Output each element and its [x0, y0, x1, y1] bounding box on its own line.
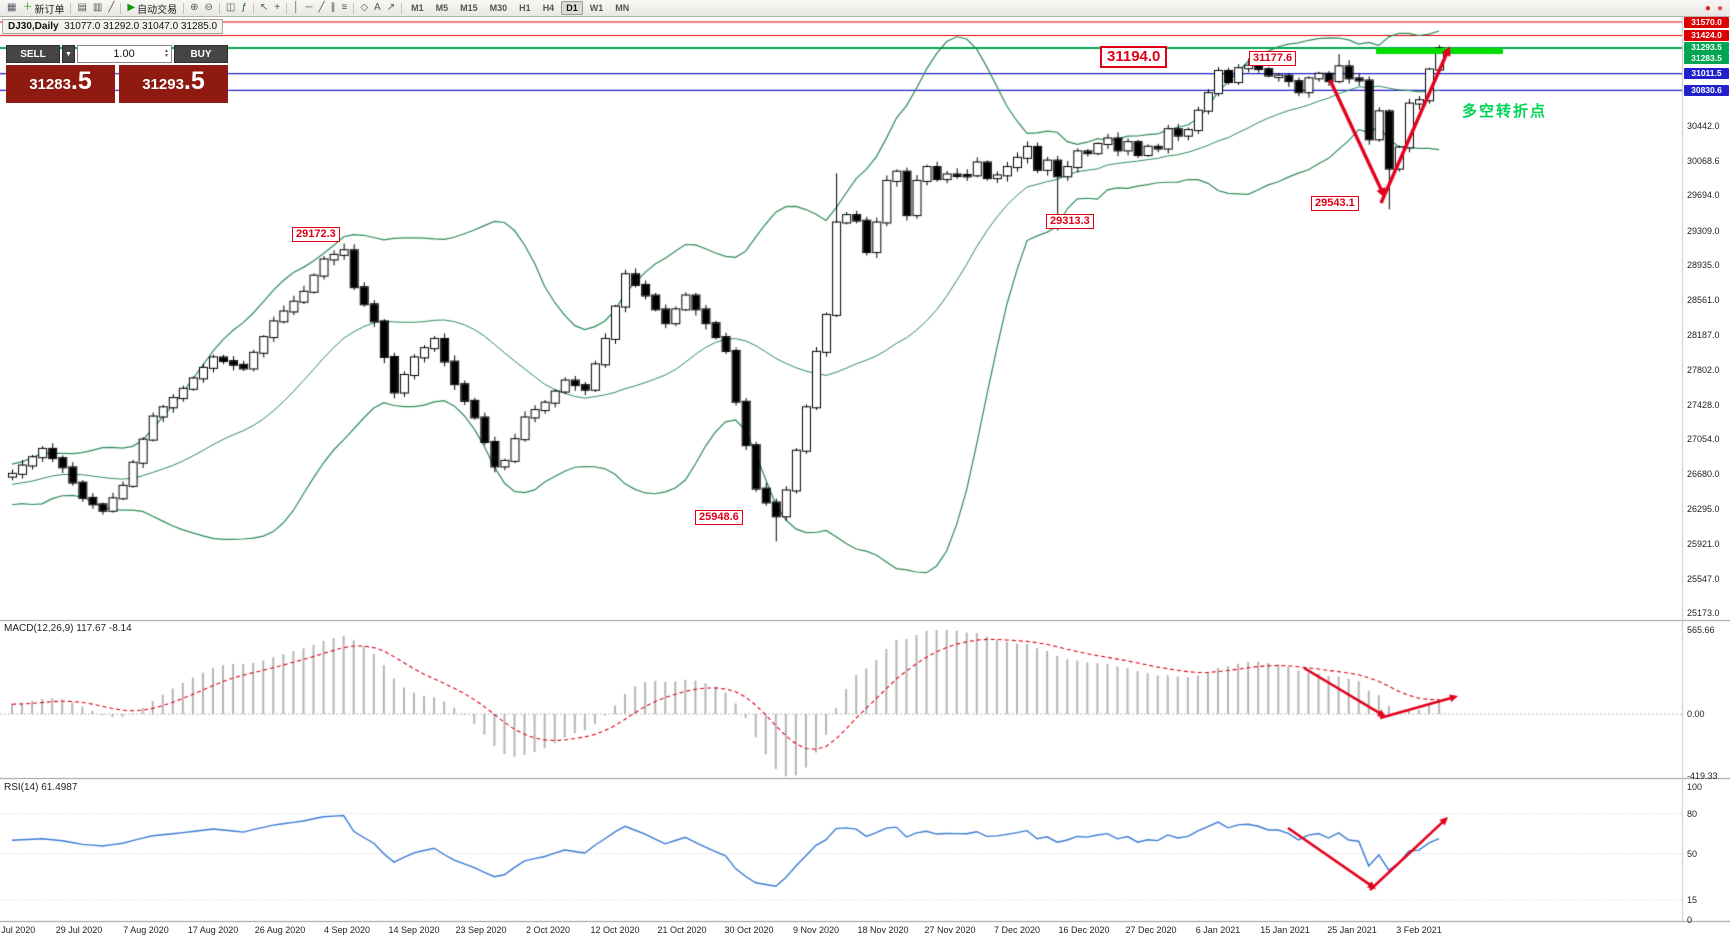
toolbar-separator — [218, 2, 220, 14]
toolbar-separator — [252, 2, 254, 14]
sell-price-display[interactable]: 31283.5 — [6, 65, 115, 103]
timeframe-m15[interactable]: M15 — [460, 3, 478, 13]
volume-stepper[interactable]: ▲ ▼ — [164, 49, 169, 59]
timeframe-h1[interactable]: H1 — [519, 3, 531, 13]
timeframe-m5[interactable]: M5 — [435, 3, 449, 13]
fibonacci-icon[interactable]: ≡ — [341, 2, 348, 13]
timeframe-group: M1 M5 M15 M30 H1 H4 D1 W1 MN — [405, 1, 635, 15]
sell-price-frac: .5 — [70, 67, 92, 95]
new-chart-icon[interactable]: ▦ — [7, 2, 17, 13]
buy-price-display[interactable]: 31293.5 — [119, 65, 228, 103]
zoom-out-icon[interactable]: ⊖ — [204, 2, 213, 13]
toolbar-separator — [286, 2, 288, 14]
chart-symbol-tab[interactable]: DJ30,Daily 31077.0 31292.0 31047.0 31285… — [2, 19, 224, 34]
symbol-name: DJ30,Daily — [8, 21, 59, 32]
connection-status-icon: ● — [1704, 2, 1711, 14]
toolbar-separator — [353, 2, 355, 14]
horizontal-line-icon[interactable]: ─ — [305, 2, 313, 13]
trendline-icon[interactable]: ╱ — [318, 2, 325, 13]
timeframe-m1[interactable]: M1 — [411, 3, 424, 13]
tile-windows-icon[interactable]: ◫ — [225, 2, 236, 13]
bar-chart-icon[interactable]: ▤ — [77, 2, 87, 13]
channel-icon[interactable]: ∥ — [330, 2, 336, 13]
timeframe-w1[interactable]: W1 — [589, 3, 604, 13]
order-dropdown-button[interactable]: ▼ — [62, 45, 75, 63]
buy-price-main: 31293 — [142, 76, 184, 93]
ohlc-readout: 31077.0 31292.0 31047.0 31285.0 — [64, 21, 218, 32]
toolbar-separator — [401, 2, 403, 14]
toolbar-tools-group: ▦ ＋新订单 ▤ ▥ ╱ ▶ 自动交易 ⊕ ⊖ ◫ ƒ ↖ + │ ─ ╱ ∥ ≡ ◇ A ↗ — [4, 1, 398, 16]
vertical-line-icon[interactable]: │ — [293, 2, 300, 13]
zoom-in-icon[interactable]: ⊕ — [190, 2, 199, 13]
toolbar-separator — [120, 2, 122, 14]
sell-price-main: 31283 — [29, 76, 71, 93]
new-order-button[interactable]: ＋新订单 — [22, 2, 65, 16]
buy-button[interactable]: BUY — [174, 45, 228, 63]
macd-indicator-label: MACD(12,26,9) 117.67 -8.14 — [4, 623, 132, 634]
buy-price-frac: .5 — [183, 67, 205, 95]
status-icons-group: ● ● — [1702, 1, 1726, 16]
line-chart-icon[interactable]: ╱ — [108, 2, 115, 13]
volume-input[interactable]: 1.00 ▲ ▼ — [77, 45, 172, 63]
sell-button[interactable]: SELL — [6, 45, 60, 63]
crosshair-icon[interactable]: + — [274, 2, 281, 13]
timeframe-mn[interactable]: MN — [615, 3, 630, 13]
candle-chart-icon[interactable]: ▥ — [92, 2, 103, 13]
alert-status-icon: ● — [1716, 2, 1723, 14]
text-icon[interactable]: A — [374, 2, 381, 13]
indicators-icon[interactable]: ƒ — [241, 2, 247, 13]
volume-value: 1.00 — [113, 48, 135, 60]
analyst-note: 多空转折点 — [1462, 103, 1548, 120]
timeframe-h4[interactable]: H4 — [542, 3, 555, 13]
volume-up-icon[interactable]: ▲ — [164, 48, 169, 54]
arrow-tool-icon[interactable]: ↗ — [386, 2, 396, 13]
cursor-icon[interactable]: ↖ — [259, 2, 269, 13]
rsi-indicator-label: RSI(14) 61.4987 — [4, 782, 78, 793]
timeframe-d1[interactable]: D1 — [561, 1, 583, 15]
autotrade-button[interactable]: ▶ 自动交易 — [127, 2, 178, 16]
shapes-icon[interactable]: ◇ — [360, 2, 369, 13]
timeframe-m30[interactable]: M30 — [489, 3, 508, 13]
toolbar: ▦ ＋新订单 ▤ ▥ ╱ ▶ 自动交易 ⊕ ⊖ ◫ ƒ ↖ + │ ─ ╱ ∥ ≡ ◇ A ↗ M1 M5 M15 M30 H1… — [0, 0, 1730, 17]
volume-down-icon[interactable]: ▼ — [164, 53, 169, 59]
one-click-trading-panel: SELL ▼ 1.00 ▲ ▼ BUY 31283.5 31293.5 — [6, 45, 228, 103]
toolbar-separator — [183, 2, 185, 14]
toolbar-separator — [70, 2, 72, 14]
